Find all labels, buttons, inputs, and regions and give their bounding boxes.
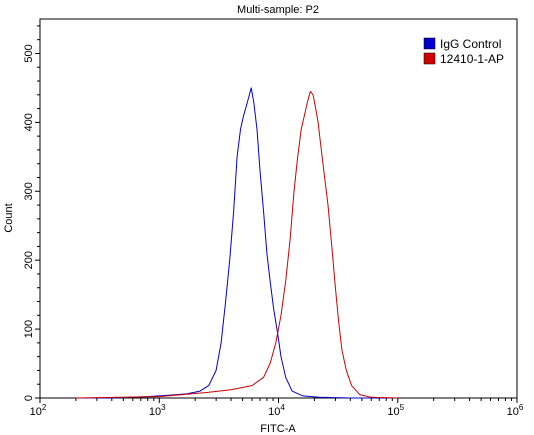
x-tick-label: 104 [268,403,285,418]
legend-label: IgG Control [440,37,501,51]
y-tick-label: 400 [23,113,35,131]
y-tick-label: 100 [23,320,35,338]
axes: 102 103 104 105 106 0 100 200 300 400 500 [23,25,524,418]
y-tick-label: 200 [23,251,35,269]
y-tick-label: 500 [23,44,35,62]
x-axis-title: FITC-A [260,423,296,435]
y-axis-title: Count [3,203,15,232]
x-tick-label: 106 [507,403,524,418]
y-tick-label: 0 [23,395,35,401]
series-layer [75,87,398,399]
legend-label: 12410-1-AP [440,52,504,66]
y-tick-label: 300 [23,182,35,200]
series-line-1 [75,90,398,399]
x-tick-label: 102 [30,403,47,418]
legend-swatch [423,52,436,65]
legend-swatch [423,37,436,50]
series-line-0 [75,87,398,399]
chart-title: Multi-sample: P2 [237,4,319,16]
x-tick-label: 103 [149,403,166,418]
x-tick-label: 105 [387,403,404,418]
